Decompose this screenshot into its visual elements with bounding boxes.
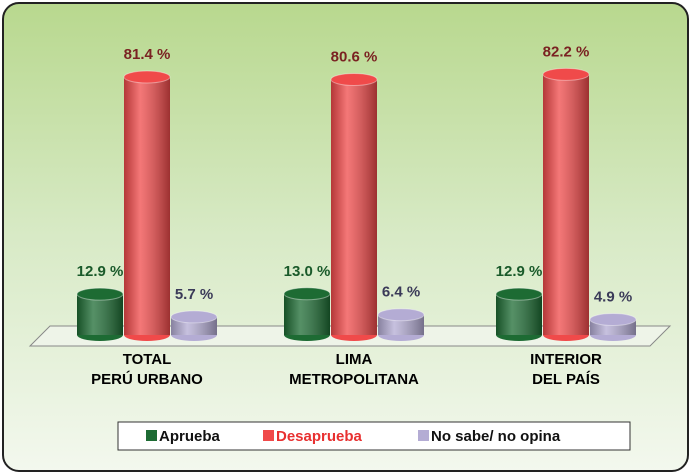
bar-top — [123, 70, 171, 84]
value-label: 4.9 % — [594, 288, 632, 305]
x-tick-label: TOTAL PERÚ URBANO — [91, 351, 203, 388]
value-label: 6.4 % — [382, 284, 420, 301]
value-label: 12.9 % — [496, 263, 543, 280]
value-label: 80.6 % — [331, 48, 378, 65]
bar-shade — [331, 79, 377, 335]
bar-top — [283, 287, 331, 301]
bar-top — [495, 287, 543, 301]
bar-top — [377, 308, 425, 322]
bar-top — [170, 310, 218, 324]
x-tick-label: INTERIOR DEL PAÍS — [530, 351, 602, 388]
value-label: 5.7 % — [175, 286, 213, 303]
legend-label: Desaprueba — [276, 428, 363, 445]
value-label: 82.2 % — [543, 43, 590, 60]
value-label: 13.0 % — [284, 263, 331, 280]
legend-label: No sabe/ no opina — [431, 428, 561, 445]
bar-shade — [543, 74, 589, 336]
bar-shade — [284, 293, 330, 335]
legend-swatch — [263, 430, 274, 441]
bar-top — [330, 72, 378, 86]
value-label: 12.9 % — [77, 263, 124, 280]
legend-label: Aprueba — [159, 428, 221, 445]
bar-shade — [77, 294, 123, 335]
value-label: 81.4 % — [124, 46, 171, 63]
legend-swatch — [146, 430, 157, 441]
bar-top — [76, 287, 124, 301]
legend-swatch — [418, 430, 429, 441]
x-tick-label: LIMA METROPOLITANA — [289, 351, 419, 388]
legend-box — [117, 421, 631, 451]
bar-shade — [496, 294, 542, 335]
bar-shade — [124, 76, 170, 335]
bar-top — [542, 67, 590, 81]
bar-top — [589, 312, 637, 326]
